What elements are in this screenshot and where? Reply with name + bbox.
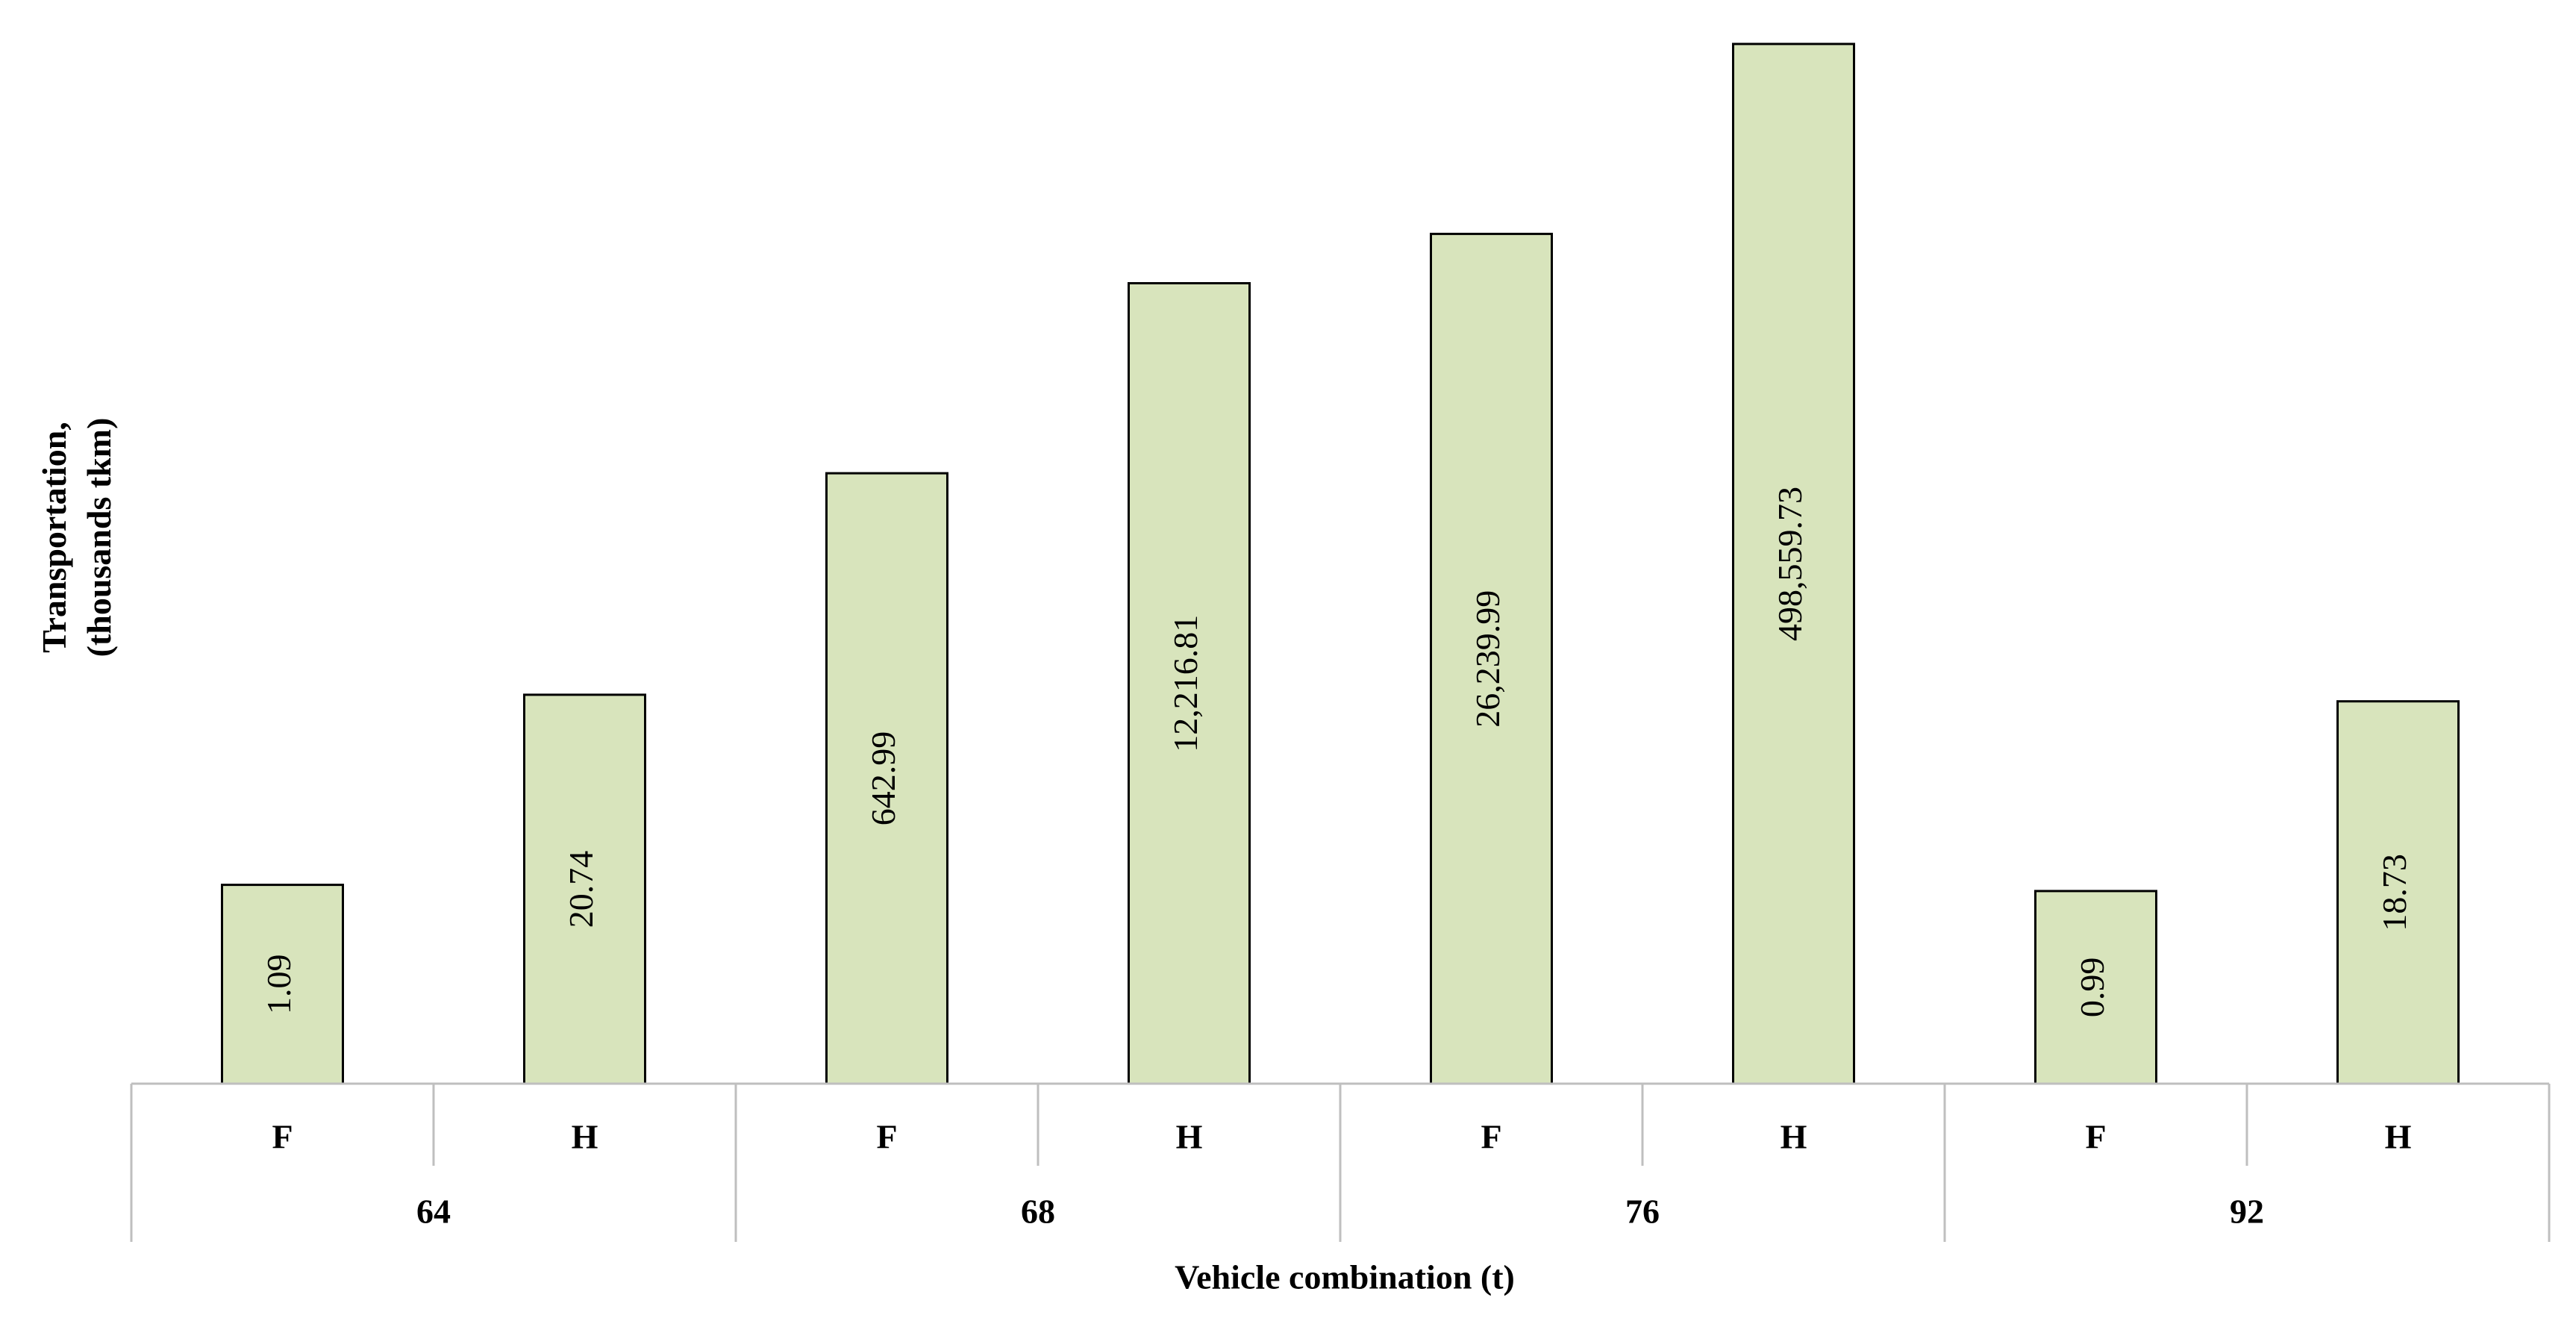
bar-value-label: 1.09 bbox=[260, 955, 298, 1015]
y-axis-title: Transportation, (thousands tkm) bbox=[35, 418, 118, 658]
bars: 1.09 20.74 642.99 12,216.81 26,239.99 498,559… bbox=[221, 43, 2460, 1085]
group-label: 76 bbox=[1625, 1193, 1660, 1231]
bar-value-label: 498,559.73 bbox=[1771, 487, 1809, 641]
bar-value-label: 0.99 bbox=[2073, 958, 2111, 1018]
bar-value-label: 18.73 bbox=[2375, 854, 2413, 931]
subcategory-label: F bbox=[272, 1118, 293, 1156]
bar-76-F bbox=[1430, 232, 1553, 1085]
bar-64-F bbox=[221, 884, 344, 1085]
bar-92-H bbox=[2336, 700, 2460, 1085]
subcategory-label: H bbox=[572, 1118, 598, 1156]
bar-value-label: 12,216.81 bbox=[1166, 615, 1204, 752]
group-label: 92 bbox=[2230, 1193, 2264, 1231]
category-axis: F H F H F H F H 64 68 76 92 bbox=[130, 1082, 2551, 1242]
y-axis-title-line-1: Transportation, bbox=[35, 422, 73, 653]
subcategory-label: F bbox=[2085, 1118, 2106, 1156]
subcategory-label: H bbox=[1176, 1118, 1203, 1156]
bar-64-H bbox=[523, 693, 646, 1085]
bar-68-F bbox=[825, 472, 948, 1085]
y-axis-title-line-2: (thousands tkm) bbox=[80, 418, 118, 658]
bar-68-H bbox=[1128, 282, 1251, 1085]
group-label: 68 bbox=[1021, 1193, 1055, 1231]
subcategory-label: F bbox=[1481, 1118, 1501, 1156]
bar-value-label: 642.99 bbox=[864, 731, 902, 826]
subcategory-label: F bbox=[876, 1118, 897, 1156]
subcategory-label: H bbox=[1781, 1118, 1807, 1156]
subcategory-label: H bbox=[2385, 1118, 2412, 1156]
bar-value-label: 20.74 bbox=[562, 851, 600, 928]
bar-76-H bbox=[1732, 43, 1855, 1085]
x-axis-title: Vehicle combination (t) bbox=[1175, 1258, 1515, 1296]
group-label: 64 bbox=[416, 1193, 451, 1231]
bar-value-label: 26,239.99 bbox=[1469, 590, 1507, 728]
